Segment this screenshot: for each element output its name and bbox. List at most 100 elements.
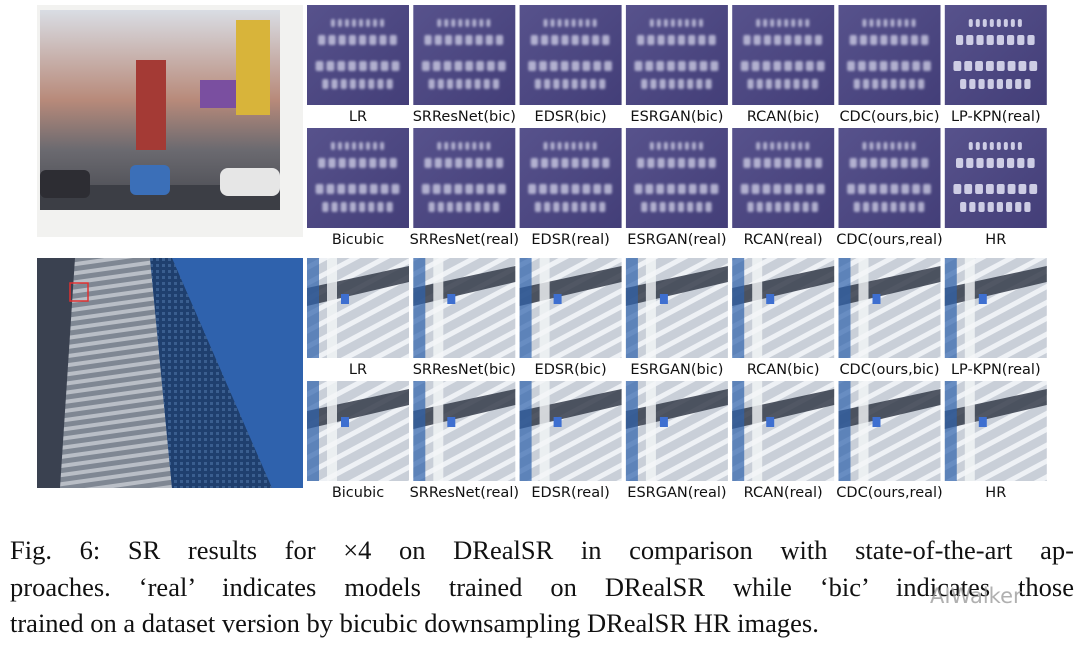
tile-sky — [519, 381, 532, 481]
tile-light — [553, 417, 562, 427]
stroke — [708, 158, 716, 168]
tile-sky — [413, 258, 426, 358]
stroke — [804, 35, 812, 45]
stroke — [544, 79, 551, 89]
stroke — [953, 61, 962, 71]
stroke — [582, 61, 591, 71]
stroke — [982, 19, 987, 27]
tile-edge — [645, 381, 656, 481]
text-strokes — [421, 142, 506, 212]
stroke — [454, 61, 463, 71]
stroke — [645, 184, 654, 194]
stroke — [908, 79, 916, 89]
tile-sky — [944, 381, 957, 481]
stroke — [330, 142, 335, 150]
stroke — [315, 61, 324, 71]
stroke — [650, 202, 657, 212]
stroke — [1005, 202, 1013, 212]
stroke — [996, 202, 1003, 212]
stroke — [883, 142, 888, 150]
stroke — [869, 142, 874, 150]
tile-image — [519, 128, 622, 228]
result-tile — [944, 128, 1047, 228]
stroke — [784, 61, 793, 71]
result-tile — [307, 258, 409, 358]
stroke — [479, 142, 484, 150]
stroke — [424, 158, 432, 168]
stroke — [492, 202, 500, 212]
stroke — [344, 142, 349, 150]
result-tile — [838, 5, 941, 105]
stroke — [1029, 61, 1038, 71]
stroke — [359, 35, 367, 45]
stroke — [862, 79, 870, 89]
stroke — [847, 184, 855, 194]
stroke — [476, 61, 484, 71]
stroke — [696, 202, 703, 212]
result-tile — [307, 5, 409, 105]
stroke — [486, 142, 491, 150]
stroke — [486, 19, 491, 27]
stroke — [530, 158, 538, 168]
stroke — [443, 184, 452, 194]
stroke — [1017, 142, 1022, 150]
stroke — [1017, 19, 1022, 27]
stroke — [1017, 158, 1025, 168]
stroke — [870, 158, 878, 168]
stroke — [691, 19, 696, 27]
stroke — [337, 142, 342, 150]
stroke — [663, 142, 668, 150]
stroke — [641, 202, 648, 212]
stroke — [373, 19, 378, 27]
stroke — [580, 79, 587, 89]
stroke — [592, 35, 600, 45]
stroke — [667, 158, 675, 168]
stroke — [912, 184, 921, 194]
stroke — [589, 202, 597, 212]
stroke — [900, 35, 908, 45]
stroke — [814, 35, 822, 45]
stroke — [975, 142, 980, 150]
result-tile — [413, 128, 516, 228]
tile-image — [944, 5, 1047, 105]
stroke — [699, 184, 708, 194]
stroke — [444, 19, 449, 27]
stroke — [773, 184, 782, 194]
stroke — [1007, 61, 1016, 71]
stroke — [645, 61, 654, 71]
caption: Fig. 6: SR results for ×4 on DRealSR in … — [10, 532, 1074, 642]
stroke — [985, 61, 994, 71]
stroke — [677, 35, 686, 45]
stroke — [890, 158, 898, 168]
stroke — [659, 202, 666, 212]
stroke — [968, 142, 973, 150]
stroke — [446, 202, 454, 212]
tile-edge — [327, 258, 337, 358]
stroke — [528, 184, 537, 194]
stroke — [794, 35, 802, 45]
stroke — [657, 158, 665, 168]
stroke — [890, 202, 897, 212]
tile-label: CDC(ours,bic) — [839, 362, 939, 378]
stroke — [740, 61, 749, 71]
stroke — [359, 19, 364, 27]
stroke — [585, 142, 590, 150]
stroke — [857, 184, 866, 194]
watermark: AIWalker — [930, 584, 1022, 608]
stroke — [899, 79, 906, 89]
tile-label: RCAN(bic) — [747, 109, 820, 125]
stroke — [743, 35, 751, 45]
tile-light — [341, 294, 349, 304]
stroke — [901, 61, 910, 71]
stroke — [976, 158, 984, 168]
stroke — [663, 19, 668, 27]
stroke — [428, 79, 435, 89]
stroke — [805, 184, 814, 194]
stroke — [338, 158, 346, 168]
stroke — [868, 184, 877, 194]
stroke — [763, 142, 768, 150]
stroke — [688, 35, 696, 45]
stroke — [710, 184, 719, 194]
stroke — [904, 142, 909, 150]
stroke — [698, 19, 703, 27]
